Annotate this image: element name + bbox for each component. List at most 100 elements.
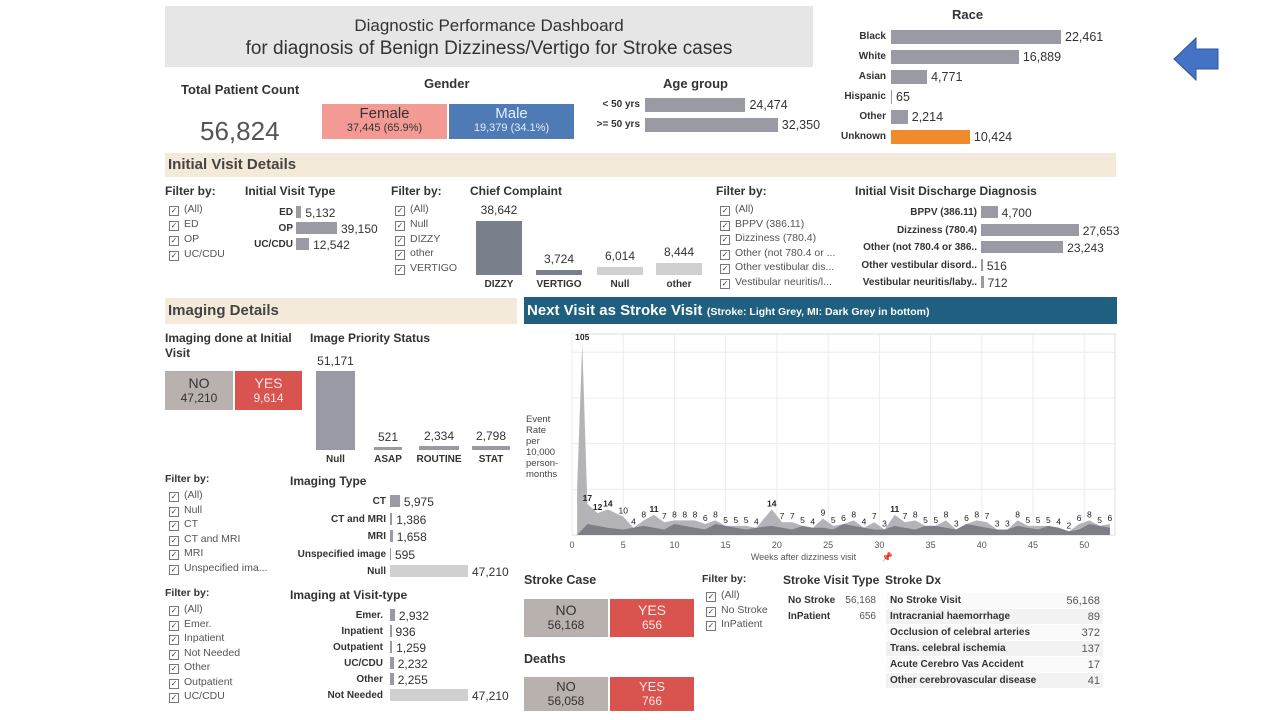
filter-checkbox-item[interactable]: ✓ Dizziness (780.4) [720,232,816,246]
gender-female-tile[interactable]: Female 37,445 (65.9%) [322,104,447,139]
checkbox-icon[interactable]: ✓ [395,220,405,231]
filter-checkbox-item[interactable]: ✓ (All) [395,203,429,216]
checkbox-icon[interactable]: ✓ [395,250,405,261]
imaging-no-tile[interactable]: NO 47,210 [165,371,233,410]
checkbox-icon[interactable]: ✓ [706,592,716,602]
checkbox-icon[interactable]: ✓ [169,251,179,261]
filter-checkbox-item[interactable]: ✓ Unspecified ima... [169,562,267,575]
checkbox-icon[interactable]: ✓ [169,535,179,546]
filter-checkbox-item[interactable]: ✓ DIZZY [395,233,440,246]
filter-checkbox-item[interactable]: ✓ Null [395,218,428,231]
filter-checkbox-item[interactable]: ✓ OP [169,233,199,246]
bar[interactable] [891,30,1061,44]
deaths-no-tile[interactable]: NO 56,058 [524,677,608,711]
bar[interactable] [390,625,392,637]
checkbox-icon[interactable]: ✓ [169,550,179,561]
filter-checkbox-item[interactable]: ✓ MRI [169,547,203,561]
checkbox-icon[interactable]: ✓ [706,606,716,617]
checkbox-icon[interactable]: ✓ [169,221,179,231]
bar[interactable] [891,130,970,144]
checkbox-icon[interactable]: ✓ [169,492,179,502]
checkbox-icon[interactable]: ✓ [706,621,716,632]
filter-checkbox-item[interactable]: ✓ No Stroke [706,604,768,617]
filter-checkbox-item[interactable]: ✓ Other (not 780.4 or ... [720,247,835,260]
bar[interactable] [390,547,391,560]
checkbox-icon[interactable]: ✓ [395,235,405,246]
checkbox-icon[interactable]: ✓ [720,220,730,231]
bar[interactable] [374,447,402,450]
bar[interactable] [981,223,1079,236]
checkbox-icon[interactable]: ✓ [169,206,179,216]
bar[interactable] [656,263,702,275]
checkbox-icon[interactable]: ✓ [169,635,179,645]
bar[interactable] [419,446,459,450]
bar[interactable] [296,206,302,218]
checkbox-icon[interactable]: ✓ [720,264,730,275]
filter-checkbox-item[interactable]: ✓ (All) [706,589,740,602]
bar[interactable] [645,118,778,132]
checkbox-icon[interactable]: ✓ [169,606,179,616]
checkbox-icon[interactable]: ✓ [169,565,179,575]
bar[interactable] [891,110,908,124]
filter-checkbox-item[interactable]: ✓ Other [169,661,210,674]
filter-checkbox-item[interactable]: ✓ ED [169,218,199,231]
bar[interactable] [390,512,393,525]
bar[interactable] [390,689,468,701]
bar[interactable] [390,641,393,653]
bar[interactable] [296,238,310,250]
filter-checkbox-item[interactable]: ✓ Vestibular neuritis/l... [720,276,832,289]
checkbox-icon[interactable]: ✓ [169,664,179,674]
filter-checkbox-item[interactable]: ✓ CT [169,518,198,532]
checkbox-icon[interactable]: ✓ [169,521,179,532]
bar[interactable] [645,98,746,112]
imaging-yes-tile[interactable]: YES 9,614 [235,371,302,410]
bar[interactable] [981,258,983,271]
checkbox-icon[interactable]: ✓ [720,279,730,289]
stroke-no-tile[interactable]: NO 56,168 [524,599,608,637]
checkbox-icon[interactable]: ✓ [169,693,179,703]
bar[interactable] [536,269,582,275]
filter-checkbox-item[interactable]: ✓ Not Needed [169,647,240,660]
checkbox-icon[interactable]: ✓ [169,620,179,631]
filter-checkbox-item[interactable]: ✓ VERTIGO [395,262,457,276]
bar[interactable] [390,565,468,577]
filter-checkbox-item[interactable]: ✓ (All) [169,203,203,216]
filter-checkbox-item[interactable]: ✓ UC/CDU [169,690,225,703]
filter-checkbox-item[interactable]: ✓ Null [169,504,202,517]
filter-checkbox-item[interactable]: ✓ CT and MRI [169,533,240,546]
filter-checkbox-item[interactable]: ✓ InPatient [706,618,762,632]
deaths-yes-tile[interactable]: YES 766 [610,677,694,711]
checkbox-icon[interactable]: ✓ [169,506,179,517]
filter-checkbox-item[interactable]: ✓ Emer. [169,618,211,631]
checkbox-icon[interactable]: ✓ [720,249,730,260]
bar[interactable] [597,266,643,275]
filter-checkbox-item[interactable]: ✓ other [395,247,434,261]
bar[interactable] [390,657,394,669]
bar[interactable] [390,495,400,507]
checkbox-icon[interactable]: ✓ [720,206,730,216]
bar[interactable] [390,609,395,621]
filter-checkbox-item[interactable]: ✓ Other vestibular dis... [720,261,834,275]
filter-checkbox-item[interactable]: ✓ Inpatient [169,632,224,645]
back-arrow-icon[interactable] [1172,36,1220,82]
filter-checkbox-item[interactable]: ✓ UC/CDU [169,248,225,261]
bar[interactable] [316,371,355,450]
checkbox-icon[interactable]: ✓ [169,678,179,689]
filter-checkbox-item[interactable]: ✓ (All) [169,489,203,502]
bar[interactable] [891,50,1019,64]
checkbox-icon[interactable]: ✓ [395,206,405,216]
bar[interactable] [296,222,337,234]
checkbox-icon[interactable]: ✓ [169,236,179,246]
bar[interactable] [891,90,892,104]
bar[interactable] [476,221,522,275]
checkbox-icon[interactable]: ✓ [395,265,405,276]
bar[interactable] [981,241,1064,253]
bar[interactable] [390,530,393,542]
bar[interactable] [981,206,998,218]
filter-checkbox-item[interactable]: ✓ Outpatient [169,676,232,689]
checkbox-icon[interactable]: ✓ [169,649,179,660]
bar[interactable] [891,70,928,84]
filter-checkbox-item[interactable]: ✓ (All) [720,203,754,216]
checkbox-icon[interactable]: ✓ [720,235,730,246]
bar[interactable] [981,276,984,288]
